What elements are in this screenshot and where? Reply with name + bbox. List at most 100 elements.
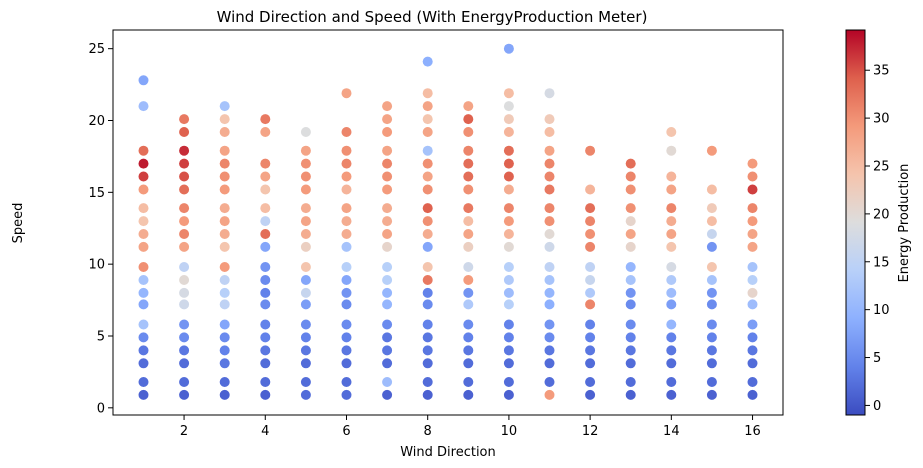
data-point xyxy=(544,158,555,169)
data-point xyxy=(503,88,514,99)
data-point xyxy=(179,127,190,137)
data-point xyxy=(463,332,474,343)
data-point xyxy=(747,358,758,369)
data-point xyxy=(382,216,393,227)
data-point xyxy=(544,319,555,330)
data-point xyxy=(179,389,190,400)
data-point xyxy=(219,262,230,272)
data-point xyxy=(179,241,190,252)
data-point xyxy=(625,229,636,239)
data-point xyxy=(544,216,555,227)
data-point xyxy=(341,216,352,227)
data-point xyxy=(625,158,636,169)
data-point xyxy=(300,171,311,182)
data-point xyxy=(463,127,474,137)
data-point xyxy=(706,345,717,356)
data-point xyxy=(463,241,474,252)
data-point xyxy=(544,241,555,252)
data-point xyxy=(625,332,636,343)
data-point xyxy=(300,216,311,227)
data-point xyxy=(666,377,677,387)
data-point xyxy=(463,229,474,239)
data-point xyxy=(463,145,474,156)
data-point xyxy=(382,158,393,169)
colorbar-tick-label: 0 xyxy=(873,399,881,414)
colorbar-ticks: 0 5 10 15 20 25 30 35 xyxy=(865,64,890,414)
data-point xyxy=(260,389,271,400)
data-point xyxy=(422,275,433,285)
data-point xyxy=(219,389,230,400)
data-point xyxy=(463,203,474,214)
data-point xyxy=(300,184,311,195)
data-point xyxy=(300,241,311,252)
data-point xyxy=(138,299,149,310)
data-point xyxy=(422,287,433,298)
data-point xyxy=(706,203,717,214)
data-point xyxy=(625,216,636,227)
data-point xyxy=(341,229,352,239)
data-point xyxy=(382,241,393,252)
data-point xyxy=(179,203,190,214)
data-point xyxy=(625,262,636,272)
data-point xyxy=(341,171,352,182)
data-point xyxy=(503,145,514,156)
data-point xyxy=(747,216,758,227)
data-point xyxy=(706,287,717,298)
data-point xyxy=(300,158,311,169)
data-point xyxy=(260,203,271,214)
data-point xyxy=(422,262,433,272)
data-point xyxy=(585,145,596,156)
data-point xyxy=(503,43,514,54)
data-point xyxy=(544,88,555,99)
data-point xyxy=(666,145,677,156)
data-point xyxy=(625,184,636,195)
data-point xyxy=(341,377,352,387)
data-point xyxy=(422,88,433,99)
data-point xyxy=(503,287,514,298)
data-point xyxy=(382,332,393,343)
data-point xyxy=(341,262,352,272)
data-point xyxy=(422,299,433,310)
data-point xyxy=(138,101,149,112)
data-point xyxy=(747,241,758,252)
data-point xyxy=(341,389,352,400)
data-point xyxy=(422,345,433,356)
data-point xyxy=(747,184,758,195)
data-point xyxy=(503,158,514,169)
data-point xyxy=(382,145,393,156)
data-point xyxy=(219,216,230,227)
data-point xyxy=(544,171,555,182)
data-point xyxy=(260,299,271,310)
data-point xyxy=(422,171,433,182)
data-point xyxy=(747,203,758,214)
data-point xyxy=(463,184,474,195)
data-point xyxy=(341,319,352,330)
data-point xyxy=(341,203,352,214)
x-tick-label: 2 xyxy=(180,424,188,439)
data-point xyxy=(179,287,190,298)
y-tick-label: 5 xyxy=(97,329,105,344)
data-point xyxy=(422,229,433,239)
data-point xyxy=(666,287,677,298)
data-point xyxy=(463,216,474,227)
data-point xyxy=(422,241,433,252)
data-point xyxy=(219,287,230,298)
data-point xyxy=(706,241,717,252)
data-point xyxy=(585,389,596,400)
data-point xyxy=(625,299,636,310)
data-point xyxy=(179,216,190,227)
data-point xyxy=(300,299,311,310)
data-point xyxy=(463,299,474,310)
data-point xyxy=(219,114,230,125)
data-point xyxy=(138,262,149,272)
data-point xyxy=(585,216,596,227)
data-point xyxy=(260,114,271,125)
data-point xyxy=(706,389,717,400)
data-point xyxy=(544,145,555,156)
data-point xyxy=(422,114,433,125)
data-point xyxy=(138,275,149,285)
data-point xyxy=(219,319,230,330)
data-point xyxy=(503,114,514,125)
data-point xyxy=(544,332,555,343)
data-point xyxy=(666,216,677,227)
